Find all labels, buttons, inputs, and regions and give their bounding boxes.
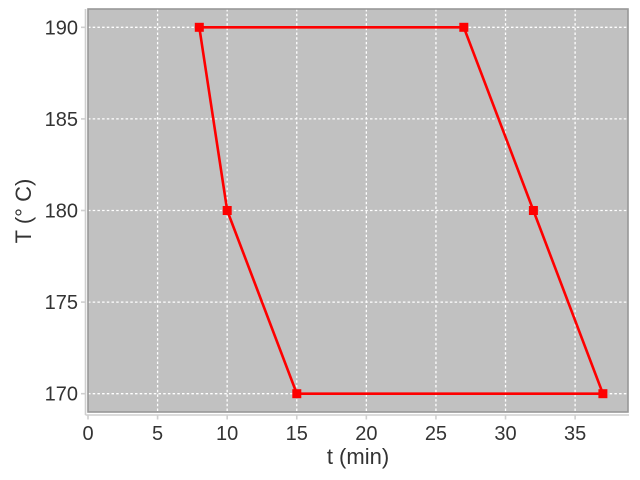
y-tick-label: 175 xyxy=(45,292,78,314)
x-tick-label: 30 xyxy=(494,423,516,445)
grid-lines xyxy=(88,9,628,412)
y-tick-label: 180 xyxy=(45,201,78,223)
y-tick-labels: 170 175 180 185 190 xyxy=(45,17,78,405)
x-tick-label: 5 xyxy=(152,423,163,445)
x-tick-label: 10 xyxy=(216,423,238,445)
x-tick-label: 25 xyxy=(425,423,447,445)
y-axis-title: T (° C) xyxy=(11,178,36,244)
y-tick-label: 170 xyxy=(45,384,78,406)
data-point-marker xyxy=(598,389,608,399)
data-point-marker xyxy=(222,206,232,215)
x-tick-label: 15 xyxy=(286,423,308,445)
data-point-marker xyxy=(194,22,204,32)
data-series-temperature-cycle xyxy=(194,22,608,399)
x-axis-title: t (min) xyxy=(326,444,390,469)
y-tick-label: 190 xyxy=(45,17,78,39)
x-tick-label: 0 xyxy=(82,423,93,445)
axis-lines xyxy=(81,9,629,420)
y-tick-label: 185 xyxy=(45,109,78,131)
x-tick-label: 35 xyxy=(564,423,586,445)
x-tick-labels: 0 5 10 15 20 25 30 35 xyxy=(82,423,586,445)
plot-outline xyxy=(87,8,629,413)
data-point-marker xyxy=(528,206,538,215)
data-point-marker xyxy=(459,22,469,32)
data-point-marker xyxy=(292,389,302,399)
x-tick-label: 20 xyxy=(355,423,377,445)
